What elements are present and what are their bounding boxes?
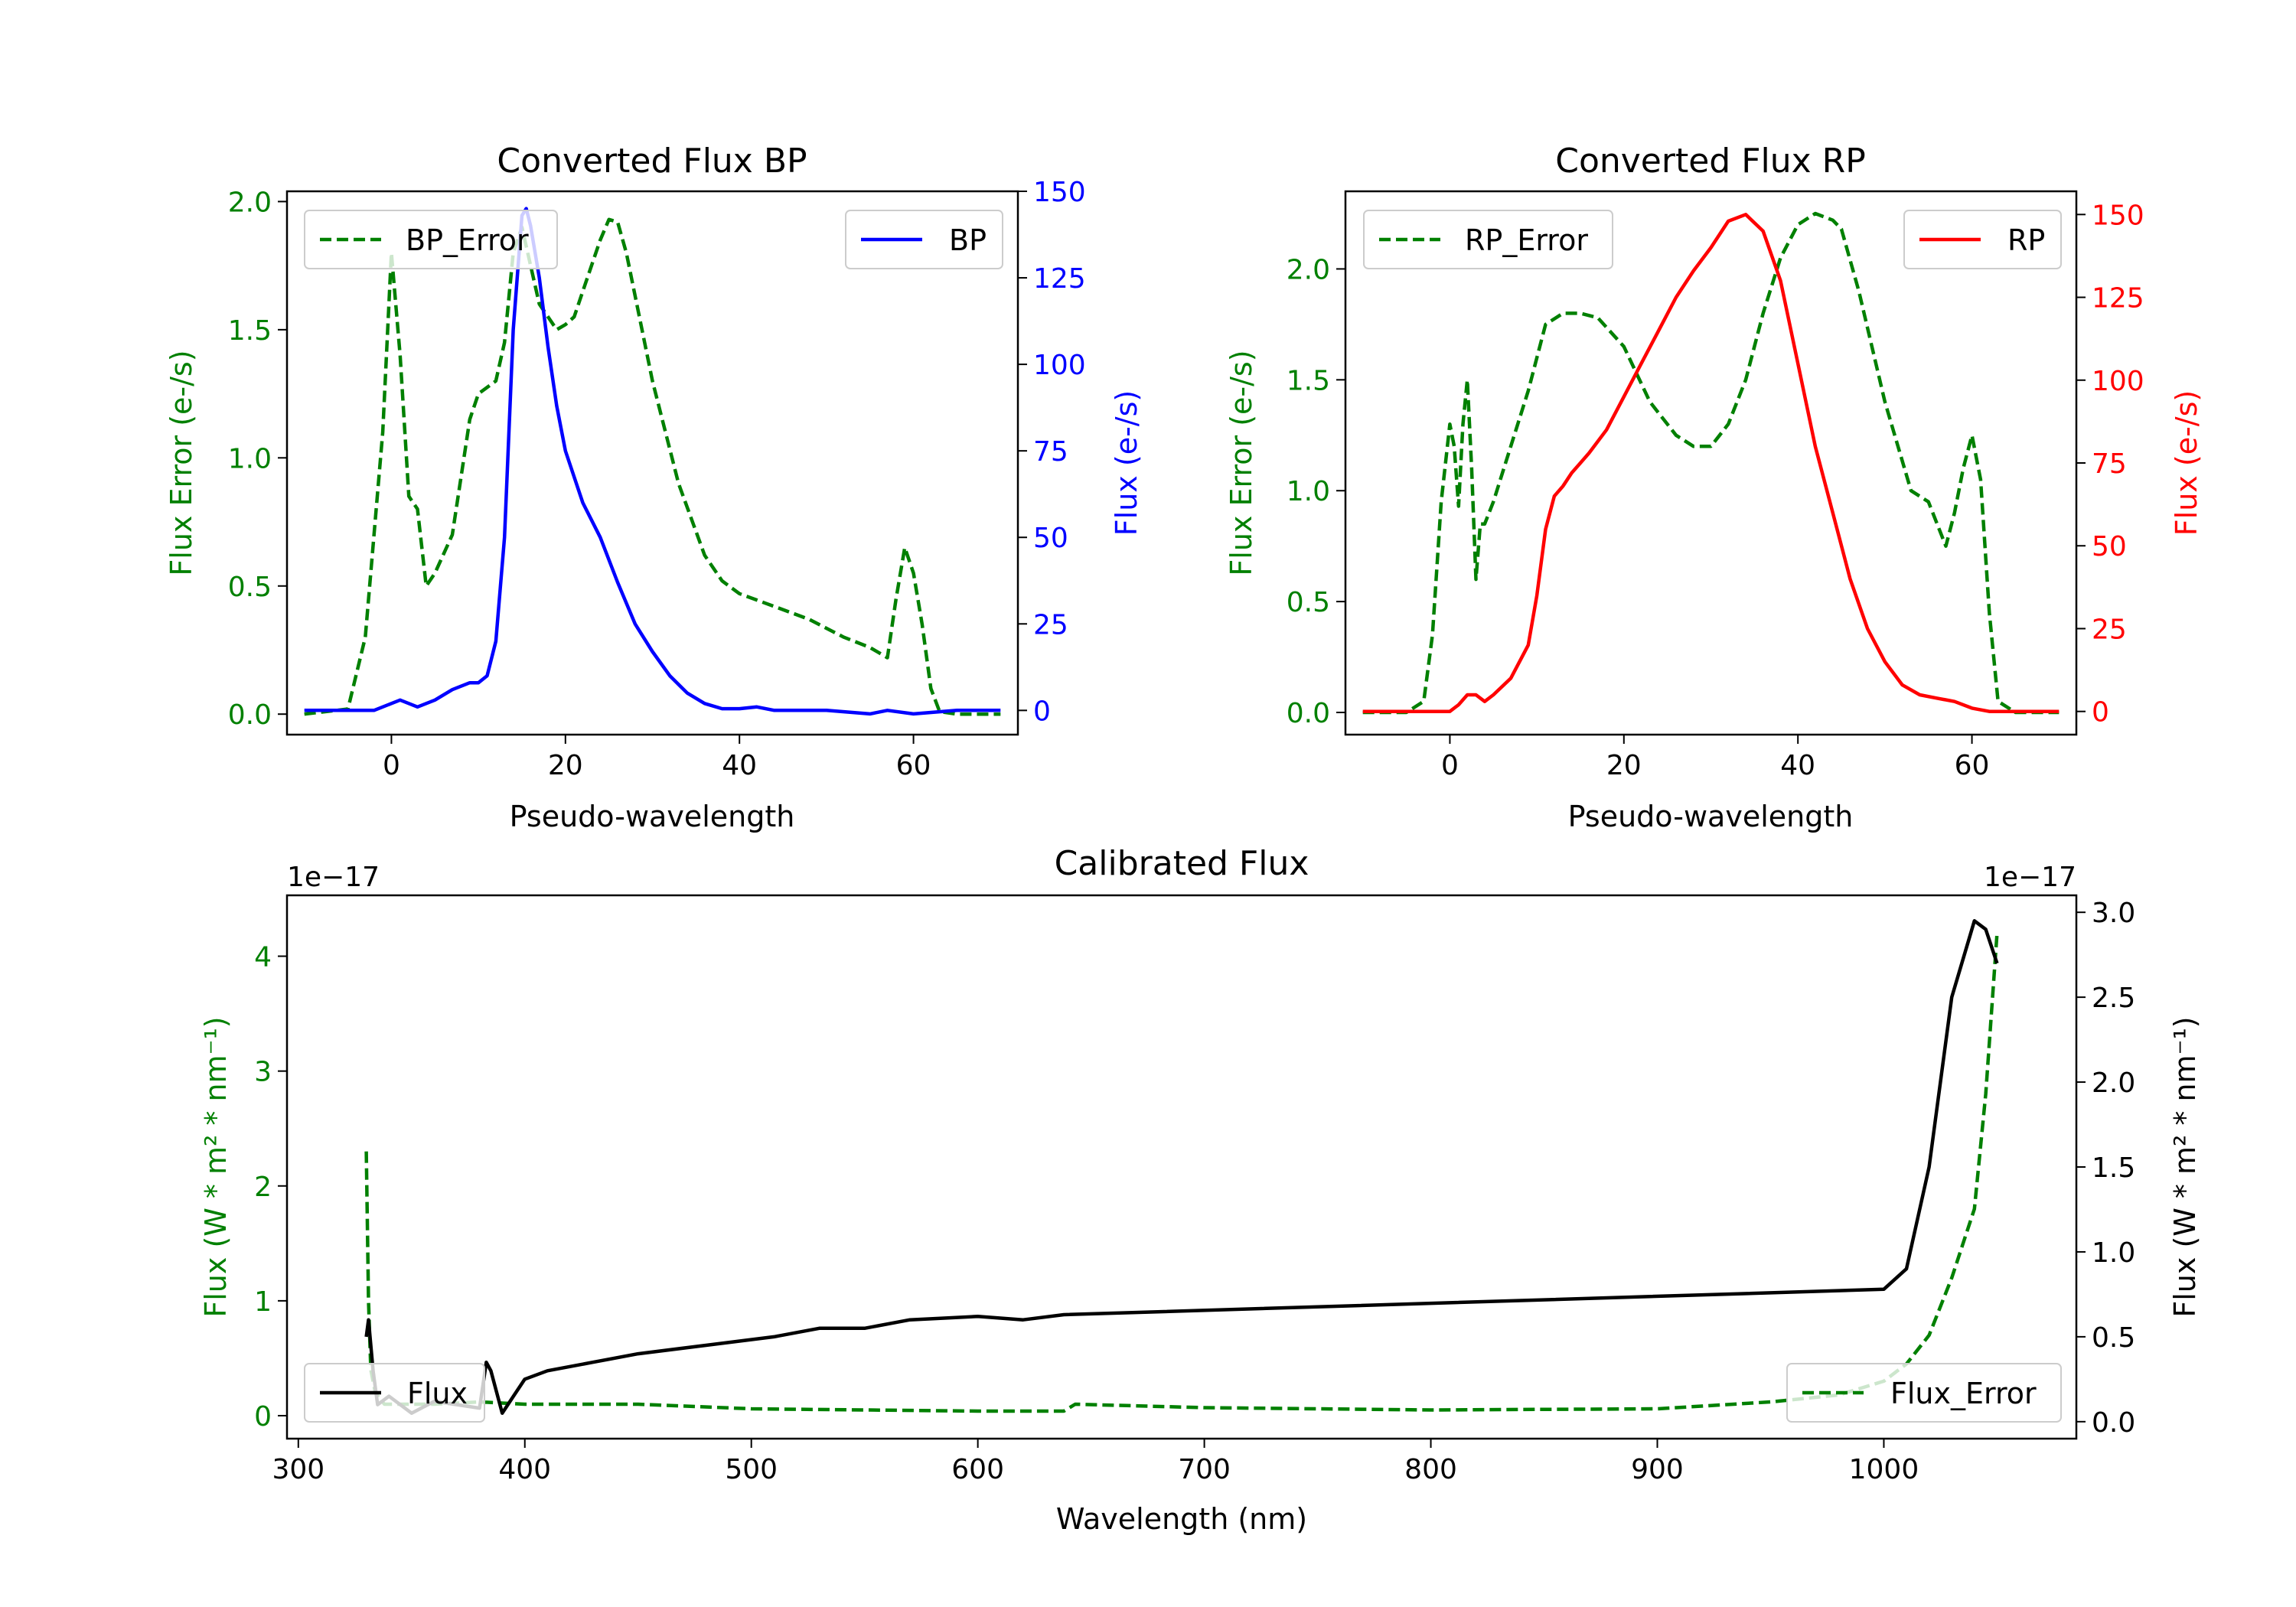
bp-left-tick-label: 1.0	[228, 443, 272, 474]
bp-x-tick-label: 20	[548, 750, 583, 781]
rp-left-tick-label: 2.0	[1287, 254, 1330, 285]
rp-legend-label: RP	[2007, 223, 2045, 257]
bp-series-lines	[304, 207, 1001, 716]
bp-right-tick-label: 100	[1033, 350, 1086, 381]
calibrated-x-tick-label: 400	[498, 1454, 551, 1485]
calibrated-x-tick-label: 900	[1631, 1454, 1684, 1485]
rp-left-axis-label: Flux Error (e-/s)	[1225, 350, 1258, 575]
bp-right-tick-label: 50	[1033, 523, 1068, 554]
rp-plot-frame	[1344, 190, 2078, 736]
rp-right-tick-label: 100	[2092, 366, 2144, 397]
calibrated-left-axis-label: Flux (W * m² * nm⁻¹)	[199, 1016, 233, 1317]
rp-right-tick-label: 0	[2092, 697, 2109, 729]
rp-legend: RP	[1903, 210, 2062, 269]
bp-left-tick-label: 0.5	[228, 572, 272, 603]
calibrated-left-tick-label: 0	[254, 1401, 272, 1433]
bp-plot-frame	[285, 190, 1019, 736]
calibrated-error-legend: Flux_Error	[1786, 1363, 2062, 1423]
rp-x-tick-label: 0	[1441, 750, 1459, 781]
rp-left-tick-label: 1.5	[1287, 365, 1330, 396]
bp-right-tick-label: 25	[1033, 609, 1068, 641]
calibrated-flux-legend: Flux	[304, 1363, 485, 1423]
bp-right-tick-label: 0	[1033, 696, 1051, 727]
calibrated-right-offset-text: 1e−17	[1984, 862, 2076, 893]
calibrated-left-offset-text: 1e−17	[287, 862, 380, 893]
calibrated-right-tick-label: 3.0	[2092, 898, 2135, 929]
bp-x-axis-label: Pseudo-wavelength	[510, 800, 795, 833]
bp-legend-label: BP	[949, 223, 987, 257]
bp-series-bp-error	[304, 217, 1001, 716]
bp-right-tick-label: 125	[1033, 263, 1086, 295]
calibrated-x-tick-label: 500	[725, 1454, 778, 1485]
calibrated-x-tick-label: 300	[272, 1454, 325, 1485]
bp-left-tick-label: 2.0	[228, 187, 272, 218]
rp-axes-ticks: 0 20 40 60 0.0 0.5 1.0 1.5 2.0 0 25 50 75 100 125 150	[1287, 200, 2144, 781]
calibrated-right-tick-label: 2.5	[2092, 983, 2135, 1014]
calibrated-error-legend-label: Flux_Error	[1890, 1377, 2037, 1410]
bp-chart-title: Converted Flux BP	[497, 142, 807, 181]
calibrated-x-tick-label: 1000	[1849, 1454, 1919, 1485]
rp-chart-title: Converted Flux RP	[1555, 142, 1866, 181]
rp-x-tick-label: 60	[1955, 750, 1990, 781]
bp-series-bp	[304, 207, 1001, 716]
bp-left-tick-label: 1.5	[228, 315, 272, 347]
bp-legend: BP	[845, 210, 1003, 269]
calibrated-right-tick-label: 1.5	[2092, 1152, 2135, 1184]
calibrated-left-tick-label: 1	[254, 1286, 272, 1318]
calibrated-right-tick-label: 0.5	[2092, 1322, 2135, 1354]
calibrated-left-tick-label: 3	[254, 1057, 272, 1088]
calibrated-axes-ticks: 300 400 500 600 700 800 900 1000 0 1 2 3 4 0.0 0.5 1.0 1…	[254, 898, 2135, 1485]
rp-flux-chart: Converted Flux RP 0 20 40 60 0.0 0.5 1.0 1.5 2.0…	[1225, 142, 2203, 833]
rp-error-legend-label: RP_Error	[1465, 223, 1588, 257]
calibrated-x-tick-label: 800	[1404, 1454, 1457, 1485]
rp-x-axis-label: Pseudo-wavelength	[1568, 800, 1854, 833]
bp-right-tick-label: 150	[1033, 177, 1086, 208]
rp-right-tick-label: 150	[2092, 200, 2144, 231]
bp-x-tick-label: 60	[896, 750, 931, 781]
rp-left-tick-label: 1.0	[1287, 476, 1330, 507]
bp-left-axis-label: Flux Error (e-/s)	[165, 350, 198, 575]
rp-right-axis-label: Flux (e-/s)	[2170, 390, 2203, 536]
bp-right-axis-label: Flux (e-/s)	[1110, 390, 1143, 536]
bp-right-tick-label: 75	[1033, 436, 1068, 468]
rp-right-tick-label: 75	[2092, 448, 2127, 480]
calibrated-right-tick-label: 2.0	[2092, 1068, 2135, 1099]
rp-right-tick-label: 50	[2092, 531, 2127, 562]
calibrated-flux-legend-label: Flux	[407, 1377, 468, 1410]
calibrated-right-tick-label: 0.0	[2092, 1407, 2135, 1439]
rp-left-tick-label: 0.5	[1287, 587, 1330, 618]
bp-error-legend-label: BP_Error	[406, 223, 529, 257]
calibrated-series-flux-error	[364, 933, 1999, 1413]
bp-flux-chart: Converted Flux BP 0 20 40 60 0.0 0.5 1.0 1.5 2.0…	[165, 142, 1143, 833]
bp-axes-ticks: 0 20 40 60 0.0 0.5 1.0 1.5 2.0 0 25 50 75 100 125 150	[228, 177, 1086, 781]
bp-left-tick-label: 0.0	[228, 699, 272, 731]
calibrated-right-axis-label: Flux (W * m² * nm⁻¹)	[2168, 1016, 2202, 1317]
rp-series-rp	[1362, 213, 2060, 713]
rp-x-tick-label: 20	[1606, 750, 1642, 781]
calibrated-x-axis-label: Wavelength (nm)	[1056, 1502, 1307, 1536]
rp-left-tick-label: 0.0	[1287, 698, 1330, 729]
rp-error-legend: RP_Error	[1363, 210, 1613, 269]
calibrated-x-tick-label: 600	[951, 1454, 1004, 1485]
rp-right-tick-label: 125	[2092, 283, 2144, 315]
calibrated-x-tick-label: 700	[1178, 1454, 1231, 1485]
calibrated-left-tick-label: 2	[254, 1172, 272, 1203]
rp-series-rp-error	[1362, 211, 2060, 715]
rp-series-lines	[1362, 211, 2060, 715]
calibrated-plot-frame	[285, 894, 2078, 1440]
rp-x-tick-label: 40	[1780, 750, 1815, 781]
bp-x-tick-label: 0	[383, 750, 400, 781]
calibrated-right-tick-label: 1.0	[2092, 1237, 2135, 1269]
bp-x-tick-label: 40	[722, 750, 757, 781]
calibrated-flux-chart: Calibrated Flux 1e−17 1e−17 300 400 500 600…	[199, 844, 2202, 1536]
bp-error-legend: BP_Error	[304, 210, 558, 269]
calibrated-chart-title: Calibrated Flux	[1055, 844, 1309, 883]
calibrated-left-tick-label: 4	[254, 942, 272, 973]
rp-right-tick-label: 25	[2092, 614, 2127, 645]
